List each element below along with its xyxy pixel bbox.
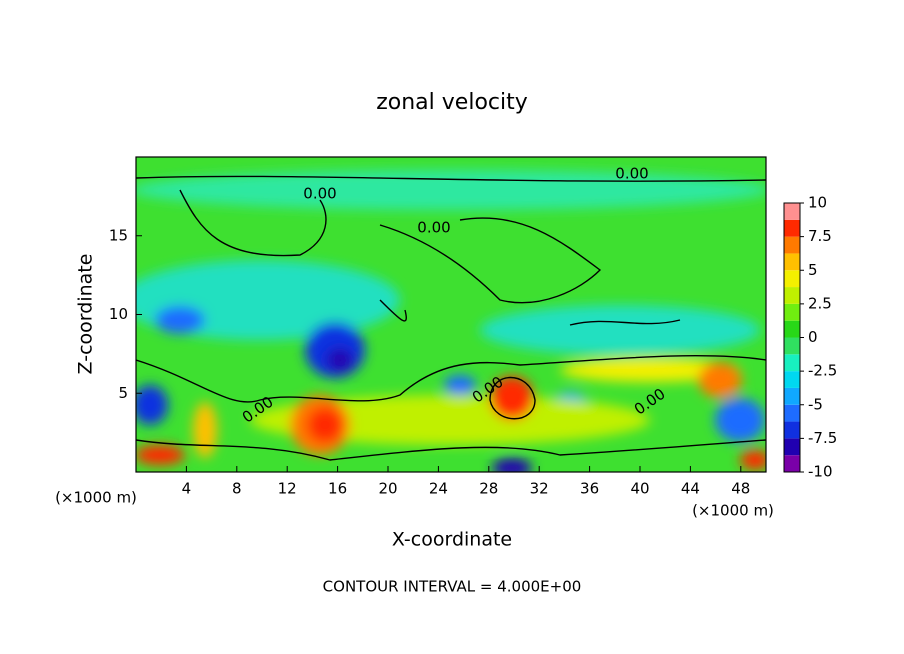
y-tick-label: 15 — [109, 226, 128, 244]
y-tick-label: 10 — [109, 305, 128, 323]
contour-label: 0.00 — [303, 185, 336, 203]
contour-label: 0.00 — [417, 219, 450, 237]
colorbar-swatch — [784, 354, 800, 372]
x-axis-label: X-coordinate — [392, 529, 512, 551]
contour-label: 0.00 — [615, 165, 648, 183]
x-tick-label: 36 — [580, 480, 599, 498]
colorbar-tick-label: -5 — [808, 395, 823, 413]
colorbar-swatch — [784, 387, 800, 405]
colorbar-tick-label: 2.5 — [808, 294, 832, 312]
x-tick-label: 20 — [378, 480, 397, 498]
colorbar-tick-label: -10 — [808, 463, 833, 481]
colorbar-swatch — [784, 219, 800, 237]
colorbar-swatch — [784, 253, 800, 271]
colorbar-tick-label: -7.5 — [808, 429, 837, 447]
colorbar-swatch — [784, 371, 800, 388]
colorbar-swatch — [784, 303, 800, 321]
x-unit-label: (×1000 m) — [55, 489, 137, 507]
x-tick-label: 16 — [328, 480, 347, 498]
colorbar-swatch — [784, 236, 800, 254]
colorbar-swatch — [784, 287, 800, 304]
chart-title: zonal velocity — [376, 90, 528, 115]
colorbar-swatch — [784, 455, 800, 472]
colorbar-swatch — [784, 203, 800, 220]
x-tick-label: 40 — [630, 480, 649, 498]
x-tick-label: 44 — [681, 480, 700, 498]
x-tick-label: 24 — [429, 480, 448, 498]
x-tick-label: 28 — [479, 480, 498, 498]
colorbar-swatch — [784, 404, 800, 422]
x-tick-label: 32 — [530, 480, 549, 498]
x-tick-label: 8 — [232, 480, 242, 498]
x-unit-label: (×1000 m) — [692, 502, 774, 520]
colorbar-tick-label: 10 — [808, 194, 827, 212]
contour-interval: CONTOUR INTERVAL = 4.000E+00 — [323, 578, 582, 596]
colorbar-tick-label: 5 — [808, 261, 818, 279]
x-tick-label: 4 — [182, 480, 192, 498]
x-tick-label: 48 — [731, 480, 750, 498]
field — [136, 157, 766, 472]
y-tick-label: 5 — [118, 384, 128, 402]
y-axis-label: Z-coordinate — [75, 254, 97, 375]
colorbar-tick-label: 0 — [808, 328, 818, 346]
colorbar-tick-label: -2.5 — [808, 362, 837, 380]
colorbar-tick-label: 7.5 — [808, 227, 832, 245]
colorbar-swatch — [784, 270, 800, 288]
colorbar-swatch — [784, 421, 800, 439]
colorbar-swatch — [784, 320, 800, 338]
colorbar-swatch — [784, 438, 800, 456]
x-tick-label: 12 — [278, 480, 297, 498]
colorbar-swatch — [784, 337, 800, 355]
